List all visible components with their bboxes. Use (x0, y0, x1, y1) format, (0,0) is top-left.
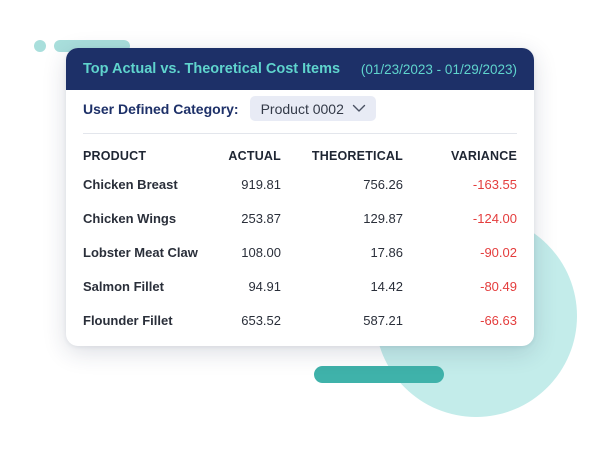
cost-items-card: Top Actual vs. Theoretical Cost Items (0… (66, 48, 534, 346)
cell-actual: 94.91 (248, 278, 281, 294)
category-filter: User Defined Category: Product 0002 (83, 96, 376, 121)
cell-variance: -66.63 (480, 312, 517, 328)
cell-product: Chicken Wings (83, 210, 177, 226)
table-row[interactable]: Flounder Fillet 653.52 587.21 -66.63 (83, 303, 517, 337)
header-theoretical[interactable]: THEORETICAL (311, 149, 403, 163)
decorative-dot (34, 40, 46, 52)
cell-product: Flounder Fillet (83, 312, 173, 328)
cell-product: Lobster Meat Claw (83, 244, 198, 260)
cell-theoretical: 14.42 (370, 278, 403, 294)
filter-label: User Defined Category: (83, 100, 239, 117)
cell-theoretical: 756.26 (363, 176, 403, 192)
cell-actual: 108.00 (241, 244, 281, 260)
header-product[interactable]: PRODUCT (83, 149, 147, 163)
category-select[interactable]: Product 0002 (249, 96, 376, 121)
cell-actual: 653.52 (241, 312, 281, 328)
cell-theoretical: 129.87 (363, 210, 403, 226)
table-row[interactable]: Chicken Breast 919.81 756.26 -163.55 (83, 167, 517, 201)
card-title: Top Actual vs. Theoretical Cost Items (83, 61, 341, 77)
decorative-pill (314, 366, 444, 383)
cell-actual: 253.87 (241, 210, 281, 226)
category-select-value: Product 0002 (260, 100, 344, 117)
cell-variance: -80.49 (480, 278, 517, 294)
cell-theoretical: 587.21 (363, 312, 403, 328)
table-row[interactable]: Salmon Fillet 94.91 14.42 -80.49 (83, 269, 517, 303)
cell-variance: -124.00 (472, 210, 517, 226)
table-row[interactable]: Chicken Wings 253.87 129.87 -124.00 (83, 201, 517, 235)
cell-theoretical: 17.86 (370, 244, 403, 260)
table-row[interactable]: Lobster Meat Claw 108.00 17.86 -90.02 (83, 235, 517, 269)
date-range: (01/23/2023 - 01/29/2023) (360, 61, 517, 77)
cell-product: Chicken Breast (83, 176, 178, 192)
chevron-down-icon (352, 104, 366, 113)
cell-actual: 919.81 (241, 176, 281, 192)
header-actual[interactable]: ACTUAL (228, 149, 281, 163)
table-header-row: PRODUCT ACTUAL THEORETICAL VARIANCE (83, 145, 517, 167)
cell-product: Salmon Fillet (83, 278, 164, 294)
cost-table: PRODUCT ACTUAL THEORETICAL VARIANCE Chic… (83, 145, 517, 337)
cell-variance: -90.02 (480, 244, 517, 260)
cell-variance: -163.55 (472, 176, 517, 192)
header-variance[interactable]: VARIANCE (451, 149, 517, 163)
divider (83, 133, 517, 134)
card-header: Top Actual vs. Theoretical Cost Items (0… (66, 48, 534, 90)
